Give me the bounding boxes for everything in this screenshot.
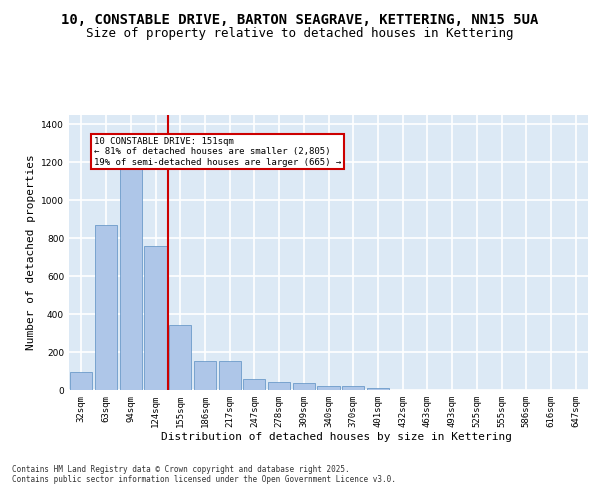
Bar xyxy=(70,372,92,390)
Text: Distribution of detached houses by size in Kettering: Distribution of detached houses by size … xyxy=(161,432,512,442)
Bar xyxy=(243,378,265,390)
Text: 10 CONSTABLE DRIVE: 151sqm
← 81% of detached houses are smaller (2,805)
19% of s: 10 CONSTABLE DRIVE: 151sqm ← 81% of deta… xyxy=(94,137,341,166)
Bar xyxy=(218,360,241,390)
Bar xyxy=(145,246,167,390)
Bar xyxy=(367,388,389,390)
Bar xyxy=(194,360,216,390)
Text: 10, CONSTABLE DRIVE, BARTON SEAGRAVE, KETTERING, NN15 5UA: 10, CONSTABLE DRIVE, BARTON SEAGRAVE, KE… xyxy=(61,12,539,26)
Bar xyxy=(169,324,191,390)
Y-axis label: Number of detached properties: Number of detached properties xyxy=(26,154,35,350)
Bar xyxy=(95,225,117,390)
Bar xyxy=(317,386,340,390)
Bar xyxy=(119,146,142,390)
Text: Size of property relative to detached houses in Kettering: Size of property relative to detached ho… xyxy=(86,28,514,40)
Bar xyxy=(342,386,364,390)
Bar xyxy=(293,384,315,390)
Text: Contains HM Land Registry data © Crown copyright and database right 2025.
Contai: Contains HM Land Registry data © Crown c… xyxy=(12,465,396,484)
Bar xyxy=(268,382,290,390)
